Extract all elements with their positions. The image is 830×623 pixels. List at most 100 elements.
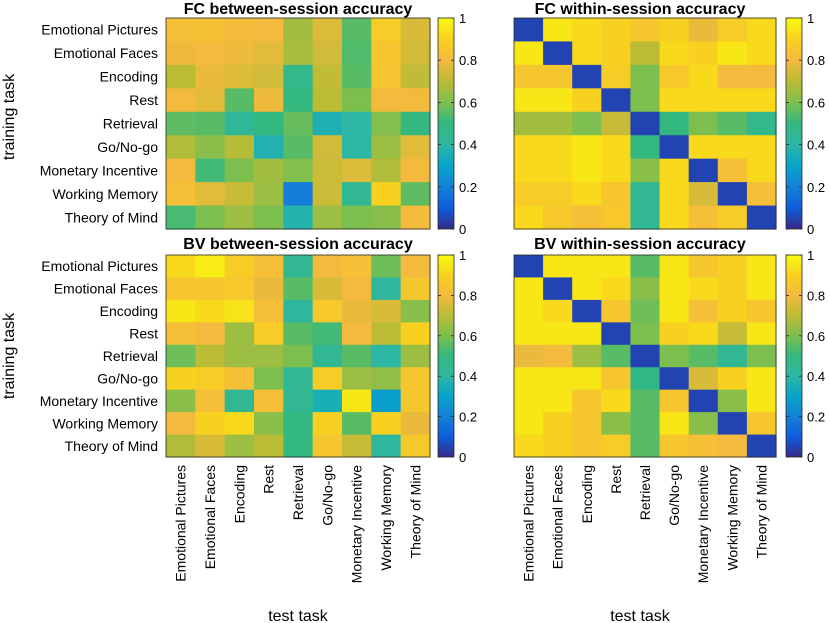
- heatmap-cell: [283, 41, 314, 66]
- row-tick-label: Theory of Mind: [65, 438, 158, 454]
- heatmap-cell: [543, 367, 573, 391]
- heatmap-cell: [166, 322, 196, 346]
- row-tick-label: Emotional Pictures: [41, 22, 158, 38]
- heatmap-cell: [342, 111, 372, 136]
- heatmap-cell: [224, 255, 255, 279]
- row-tick-label: Go/No-go: [97, 139, 158, 155]
- heatmap-cell: [195, 64, 226, 89]
- heatmap-cell: [514, 158, 544, 183]
- colorbar-tick-label: 0.2: [807, 410, 825, 425]
- heatmap-cell: [312, 412, 343, 436]
- heatmap-cell: [312, 367, 343, 391]
- heatmap-cell: [688, 182, 719, 207]
- heatmap-cell: [630, 367, 661, 391]
- column-tick-label: Emotional Faces: [202, 465, 218, 569]
- heatmap-cell: [572, 367, 602, 391]
- column-tick-label: Emotional Faces: [550, 465, 566, 569]
- heatmap-cell: [601, 389, 632, 413]
- heatmap-cell: [195, 344, 226, 368]
- heatmap-cell: [543, 412, 573, 436]
- colorbar: 0 0.2 0.4 0.6 0.8 1: [437, 11, 477, 237]
- heatmap-cell: [254, 344, 284, 368]
- heatmap-cells: [165, 17, 431, 230]
- heatmap-cell: [746, 135, 777, 160]
- heatmap-cell: [283, 277, 314, 301]
- heatmap-cell: [630, 277, 661, 301]
- panel-title: FC within-session accuracy: [535, 1, 746, 18]
- heatmap-cell: [659, 158, 690, 183]
- heatmap-cell: [659, 412, 690, 436]
- heatmap-cell: [543, 64, 573, 89]
- heatmap-cell: [514, 344, 544, 368]
- heatmap-cell: [746, 344, 777, 368]
- heatmap-cell: [224, 205, 255, 230]
- heatmap-cell: [342, 158, 372, 183]
- panel-bv-between: BV between-session accuracy Emotional Pi…: [40, 236, 477, 583]
- colorbar-tick-label: 1: [807, 248, 814, 263]
- heatmap-cell: [543, 88, 573, 113]
- heatmap-cell: [400, 64, 431, 89]
- colorbar-tick-label: 0.4: [459, 138, 477, 153]
- heatmap-cell: [717, 322, 748, 346]
- heatmap-cell: [572, 434, 602, 458]
- heatmap-cell: [283, 299, 314, 323]
- colorbar-tick-label: 1: [807, 11, 814, 26]
- heatmap-cell: [659, 41, 690, 66]
- x-axis-label-left: test task: [268, 608, 329, 623]
- heatmap-cell: [312, 434, 343, 458]
- heatmap-cell: [342, 367, 372, 391]
- heatmap-cell: [254, 111, 284, 136]
- heatmap-cell: [342, 182, 372, 207]
- heatmap-cell: [688, 367, 719, 391]
- heatmap-cell: [630, 135, 661, 160]
- colorbar-tick-label: 1: [459, 248, 466, 263]
- heatmap-cell: [543, 158, 573, 183]
- heatmap-cell: [572, 412, 602, 436]
- heatmap-cell: [514, 367, 544, 391]
- heatmap-cell: [195, 111, 226, 136]
- heatmap-cell: [224, 64, 255, 89]
- heatmap-cell: [717, 299, 748, 323]
- panel-title: BV between-session accuracy: [183, 236, 413, 253]
- heatmap-cell: [688, 344, 719, 368]
- colorbar: 0 0.2 0.4 0.6 0.8 1: [785, 248, 825, 465]
- heatmap-cell: [717, 277, 748, 301]
- heatmap-cell: [166, 18, 196, 43]
- heatmap-cell: [572, 135, 602, 160]
- heatmap-cell: [572, 64, 602, 89]
- heatmap-cell: [572, 277, 602, 301]
- heatmap-cell: [371, 111, 402, 136]
- heatmap-cell: [342, 344, 372, 368]
- heatmap-cell: [312, 135, 343, 160]
- heatmap-cell: [543, 255, 573, 279]
- heatmap-cell: [224, 88, 255, 113]
- heatmap-cell: [283, 158, 314, 183]
- heatmap-cell: [746, 111, 777, 136]
- column-tick-label: Monetary Incentive: [695, 465, 711, 583]
- heatmap-cell: [514, 434, 544, 458]
- heatmap-cell: [717, 111, 748, 136]
- heatmap-cell: [543, 41, 573, 66]
- row-tick-label: Encoding: [100, 303, 158, 319]
- heatmap-cell: [659, 18, 690, 43]
- heatmap-cell: [659, 135, 690, 160]
- colorbar: 0 0.2 0.4 0.6 0.8 1: [785, 11, 825, 237]
- heatmap-cell: [688, 88, 719, 113]
- heatmap-cell: [195, 412, 226, 436]
- heatmap-cell: [514, 111, 544, 136]
- row-tick-label: Monetary Incentive: [40, 393, 158, 409]
- heatmap-cell: [630, 18, 661, 43]
- heatmap-cell: [312, 299, 343, 323]
- heatmap-cell: [543, 299, 573, 323]
- heatmap-cell: [717, 434, 748, 458]
- heatmap-cell: [688, 158, 719, 183]
- heatmap-cell: [717, 344, 748, 368]
- heatmap-cell: [659, 205, 690, 230]
- heatmap-cell: [166, 158, 196, 183]
- row-tick-label: Emotional Faces: [54, 281, 158, 297]
- heatmap-cell: [400, 135, 431, 160]
- heatmap-cell: [717, 367, 748, 391]
- heatmap-cell: [400, 434, 431, 458]
- heatmap-cell: [224, 367, 255, 391]
